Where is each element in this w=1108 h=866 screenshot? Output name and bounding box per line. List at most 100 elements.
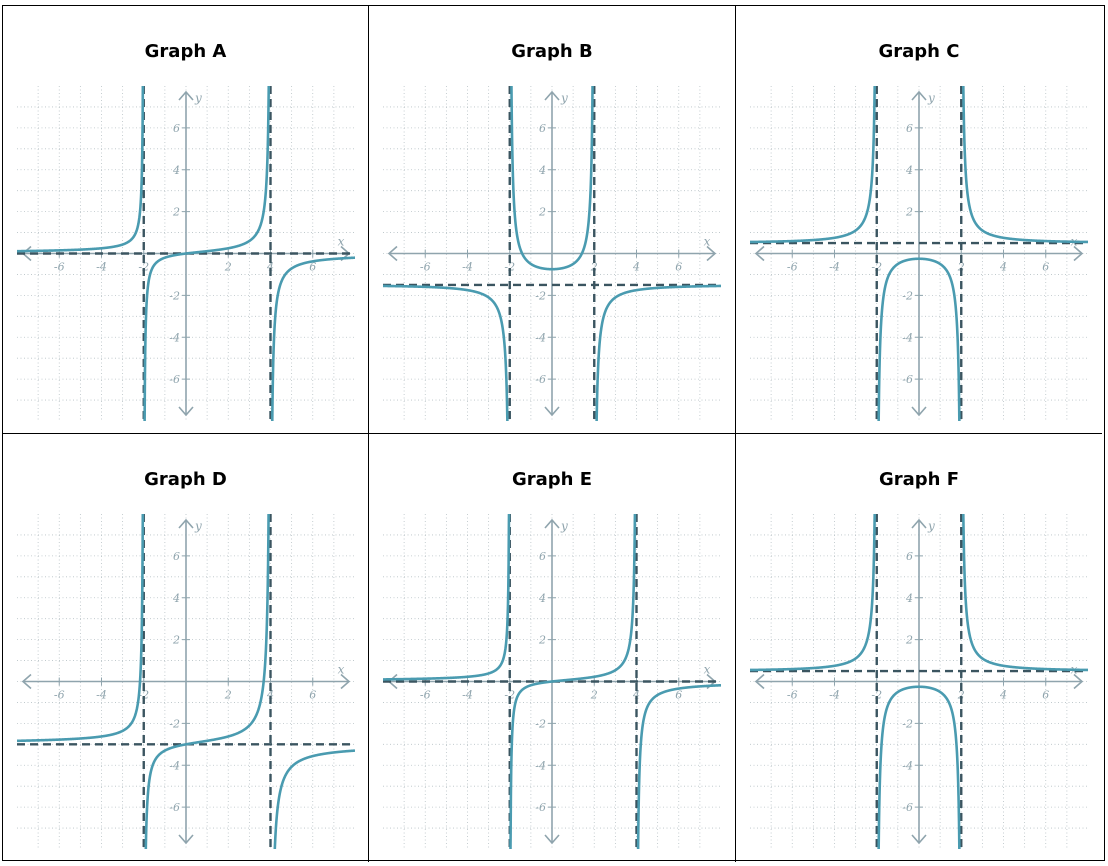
y-axis-name: y [560,91,568,105]
y-axis-name: y [194,91,202,105]
y-axis-name: y [194,519,202,533]
x-tick-label: -6 [787,689,798,702]
y-axis-arrow-bottom [911,406,927,417]
x-axis-arrow-right [1073,245,1084,262]
x-tick-label: -2 [871,261,882,274]
y-tick-label: 2 [905,206,913,219]
x-tick-label: 2 [590,261,598,274]
x-tick-label: -2 [871,689,882,702]
function-curve-branch [383,284,509,421]
function-curve-branch [143,86,271,421]
y-tick-label: 6 [906,122,913,135]
x-axis-name: x [704,663,711,677]
x-axis-arrow-left [754,245,765,262]
function-curve-branch [962,514,1088,672]
x-axis-name: x [338,235,345,249]
y-axis-arrow-bottom [178,834,194,845]
x-tick-label: 4 [266,261,274,274]
function-curve-branch [636,683,721,849]
x-tick-label: -2 [138,689,149,702]
graph-cell-a: Graph A -6 -4 -2 2 4 6 6 4 2 -2 -4 -6 x y [3,6,369,434]
y-tick-label: 2 [172,206,180,219]
y-axis-arrow-top [911,90,927,101]
x-tick-label: 6 [1042,689,1049,702]
y-tick-label: 4 [905,592,913,605]
y-tick-label: 4 [172,164,180,177]
graph-title: Graph C [878,41,960,62]
x-tick-label: 4 [999,261,1007,274]
graph-title: Graph F [878,469,960,490]
y-tick-label: 6 [539,550,546,563]
function-curve-branch [270,256,355,421]
function-curve-branch [144,514,270,849]
y-tick-label: 2 [538,206,546,219]
graph-cell-c: Graph C -6 -4 -2 2 4 6 6 4 2 -2 -4 -6 x y [736,6,1102,434]
graph-title: Graph A [144,41,227,62]
y-tick-label: 2 [905,634,913,647]
y-tick-label: -2 [535,289,546,302]
x-tick-label: -6 [787,261,798,274]
function-curve-branch [510,86,594,271]
x-tick-label: -2 [504,689,515,702]
y-tick-label: -4 [902,331,913,344]
x-tick-label: 6 [675,689,682,702]
y-tick-label: 6 [173,550,180,563]
x-tick-label: 2 [224,261,232,274]
function-curve-branch [595,284,721,421]
y-tick-label: -4 [535,759,546,772]
graph-cell-e: Graph E -6 -4 -2 2 4 6 6 4 2 -2 -4 -6 x y [369,434,736,862]
y-axis-arrow-top [178,90,194,101]
y-tick-label: -2 [169,289,180,302]
graph-cell-f: Graph F -6 -4 -2 2 4 6 6 4 2 -2 -4 -6 x y [736,434,1102,862]
function-curve-branch [383,514,511,681]
y-axis-arrow-bottom [544,834,560,845]
x-tick-label: 4 [266,689,274,702]
y-axis-name: y [560,519,568,533]
y-tick-label: 6 [173,122,180,135]
y-tick-label: -4 [535,331,546,344]
function-curve-branch [877,685,961,849]
x-tick-label: -4 [96,261,107,274]
y-tick-label: -4 [169,759,180,772]
y-axis-arrow-bottom [544,406,560,417]
y-axis-arrow-top [178,518,194,529]
x-tick-label: 6 [1042,261,1049,274]
y-tick-label: -6 [902,373,913,386]
x-tick-label: 6 [309,689,316,702]
x-axis-name: x [704,235,711,249]
y-axis-arrow-top [544,518,560,529]
x-tick-label: -4 [829,261,840,274]
x-axis-arrow-right [706,245,717,262]
x-axis-arrow-right [1073,673,1084,690]
graph-cell-b: Graph B -6 -4 -2 2 4 6 6 4 2 -2 -4 -6 x y [369,6,736,434]
graph-cell-d: Graph D -6 -4 -2 2 4 6 6 4 2 -2 -4 -6 x y [3,434,369,862]
y-tick-label: 2 [172,634,180,647]
y-tick-label: -4 [902,759,913,772]
x-tick-label: 6 [675,261,682,274]
function-curve-branch [509,514,637,849]
function-curve-branch [17,86,145,253]
x-tick-label: -4 [462,261,473,274]
y-axis-arrow-bottom [178,406,194,417]
x-tick-label: 4 [999,689,1007,702]
x-tick-label: -2 [504,261,515,274]
x-tick-label: 4 [632,261,640,274]
graph-title: Graph D [144,469,227,490]
x-axis-arrow-left [754,673,765,690]
x-axis-arrow-left [387,245,398,262]
x-tick-label: 2 [224,689,232,702]
y-axis-arrow-top [544,90,560,101]
y-axis-arrow-bottom [911,834,927,845]
y-axis-arrow-top [911,518,927,529]
x-tick-label: -4 [96,689,107,702]
x-tick-label: -6 [420,689,431,702]
y-axis-name: y [927,519,935,533]
x-tick-label: 2 [590,689,598,702]
x-tick-label: 6 [309,261,316,274]
y-tick-label: -6 [535,373,546,386]
